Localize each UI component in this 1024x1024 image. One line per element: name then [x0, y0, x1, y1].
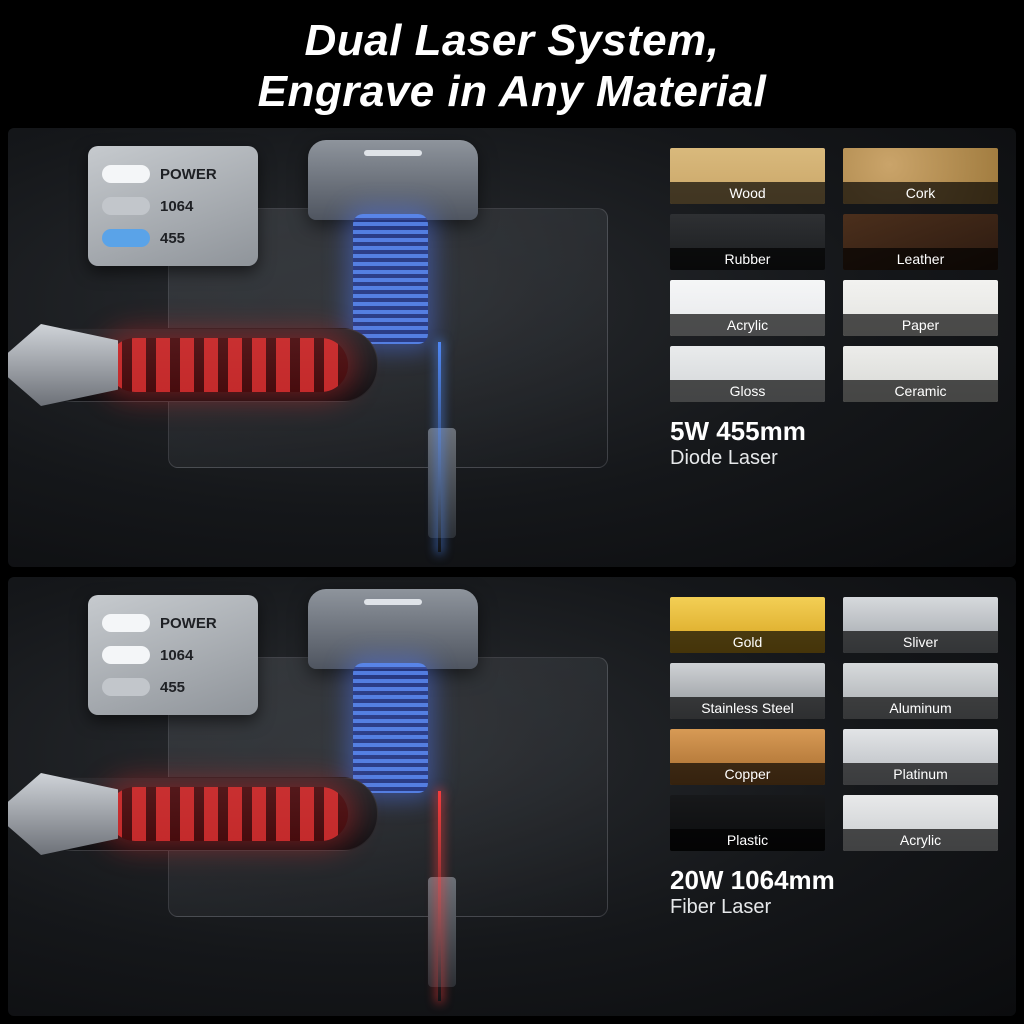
- material-swatch: Platinum: [843, 729, 998, 785]
- laser-beam-blue: [438, 342, 441, 552]
- material-label: Cork: [843, 182, 998, 204]
- material-label: Plastic: [670, 829, 825, 851]
- power-badge-label: 1064: [160, 198, 193, 215]
- material-label: Copper: [670, 763, 825, 785]
- power-badge-row: 1064: [102, 639, 244, 671]
- device-leg: [428, 428, 456, 538]
- material-swatch: Rubber: [670, 214, 825, 270]
- title-line-1: Dual Laser System,: [0, 16, 1024, 67]
- materials-title: 5W 455mm: [670, 416, 998, 447]
- material-label: Acrylic: [670, 314, 825, 336]
- materials-block: Gold Sliver Stainless Steel Aluminum Copper P…: [670, 597, 998, 919]
- indicator-pill: [102, 165, 150, 183]
- material-swatch: Copper: [670, 729, 825, 785]
- power-badge-row: POWER: [102, 607, 244, 639]
- indicator-pill: [102, 678, 150, 696]
- material-label: Gold: [670, 631, 825, 653]
- material-label: Wood: [670, 182, 825, 204]
- device-blue-chamber: [353, 214, 428, 344]
- power-badge-row: 1064: [102, 190, 244, 222]
- power-badge: POWER 1064 455: [88, 595, 258, 715]
- material-swatch: Aluminum: [843, 663, 998, 719]
- materials-subtitle: Diode Laser: [670, 447, 998, 470]
- material-label: Platinum: [843, 763, 998, 785]
- material-swatch: Acrylic: [843, 795, 998, 851]
- materials-grid: Gold Sliver Stainless Steel Aluminum Copper P…: [670, 597, 998, 851]
- device-barrel-glow: [108, 787, 348, 841]
- device-top-cap: [308, 589, 478, 669]
- material-label: Aluminum: [843, 697, 998, 719]
- infographic-root: Dual Laser System, Engrave in Any Materi…: [0, 0, 1024, 1024]
- material-swatch: Wood: [670, 148, 825, 204]
- power-badge-label: 455: [160, 679, 185, 696]
- indicator-pill: [102, 197, 150, 215]
- material-label: Paper: [843, 314, 998, 336]
- indicator-pill: [102, 229, 150, 247]
- panels-container: POWER 1064 455 Wood Cork Rubber Leather Acrylic…: [8, 128, 1016, 1016]
- material-label: Sliver: [843, 631, 998, 653]
- title-line-2: Engrave in Any Material: [0, 67, 1024, 118]
- device-leg: [428, 877, 456, 987]
- power-badge-label: 455: [160, 230, 185, 247]
- materials-title: 20W 1064mm: [670, 865, 998, 896]
- material-swatch: Ceramic: [843, 346, 998, 402]
- material-label: Rubber: [670, 248, 825, 270]
- material-label: Gloss: [670, 380, 825, 402]
- material-swatch: Cork: [843, 148, 998, 204]
- device-barrel-glow: [108, 338, 348, 392]
- panel-diode: POWER 1064 455 Wood Cork Rubber Leather Acrylic…: [8, 128, 1016, 567]
- material-swatch: Acrylic: [670, 280, 825, 336]
- materials-grid: Wood Cork Rubber Leather Acrylic Paper Gloss Ce…: [670, 148, 998, 402]
- indicator-pill: [102, 614, 150, 632]
- material-swatch: Sliver: [843, 597, 998, 653]
- power-badge-row: 455: [102, 671, 244, 703]
- device-top-cap: [308, 140, 478, 220]
- material-swatch: Stainless Steel: [670, 663, 825, 719]
- material-swatch: Gloss: [670, 346, 825, 402]
- device-blue-chamber: [353, 663, 428, 793]
- materials-subtitle: Fiber Laser: [670, 896, 998, 919]
- material-label: Acrylic: [843, 829, 998, 851]
- material-swatch: Gold: [670, 597, 825, 653]
- material-label: Ceramic: [843, 380, 998, 402]
- power-badge-label: POWER: [160, 166, 217, 183]
- material-label: Stainless Steel: [670, 697, 825, 719]
- indicator-pill: [102, 646, 150, 664]
- power-badge: POWER 1064 455: [88, 146, 258, 266]
- materials-block: Wood Cork Rubber Leather Acrylic Paper Gloss Ce…: [670, 148, 998, 470]
- power-badge-row: 455: [102, 222, 244, 254]
- power-badge-row: POWER: [102, 158, 244, 190]
- page-title: Dual Laser System, Engrave in Any Materi…: [0, 0, 1024, 129]
- laser-beam-red: [438, 791, 441, 1001]
- material-swatch: Plastic: [670, 795, 825, 851]
- power-badge-label: POWER: [160, 615, 217, 632]
- panel-fiber: POWER 1064 455 Gold Sliver Stainless Steel Alu…: [8, 577, 1016, 1016]
- power-badge-label: 1064: [160, 647, 193, 664]
- material-swatch: Paper: [843, 280, 998, 336]
- material-swatch: Leather: [843, 214, 998, 270]
- material-label: Leather: [843, 248, 998, 270]
